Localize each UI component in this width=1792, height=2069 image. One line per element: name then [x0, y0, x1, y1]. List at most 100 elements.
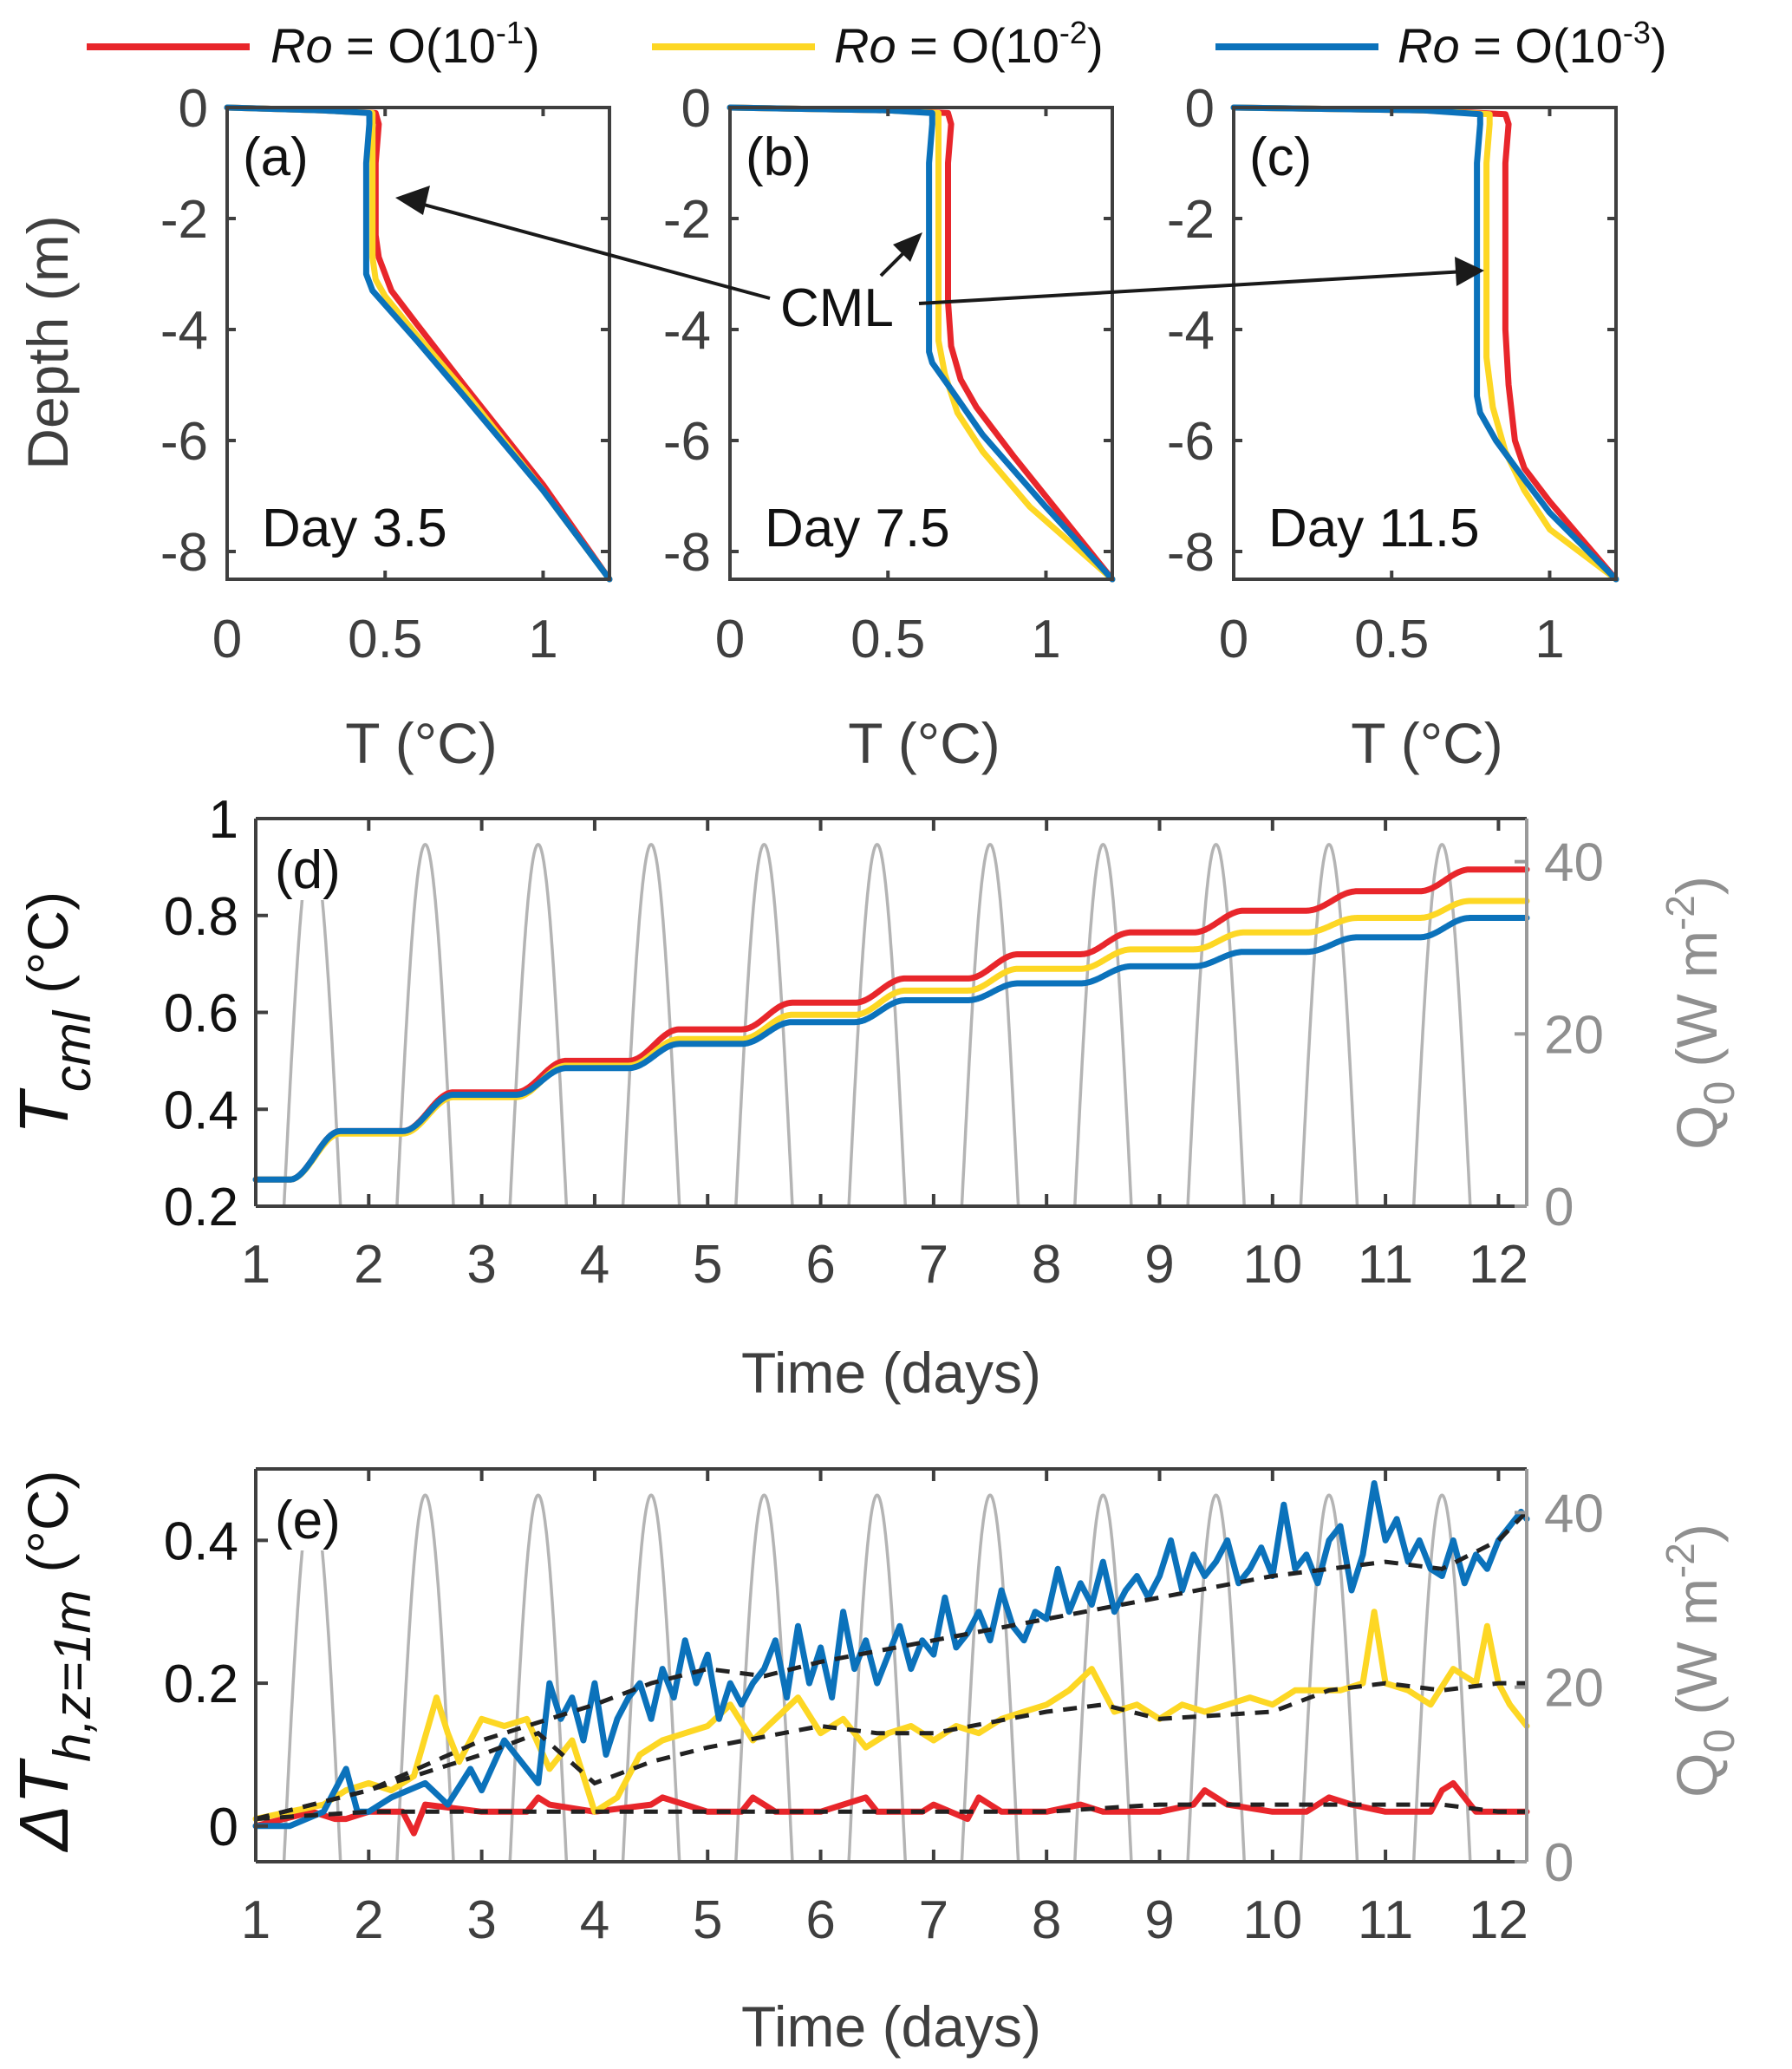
panel-d-label: (d) [275, 840, 341, 900]
panel-e-xtick-label: 7 [919, 1890, 948, 1950]
panel-e-y2tick-label: 20 [1544, 1659, 1604, 1719]
panel-d-xtick-label: 10 [1242, 1235, 1302, 1295]
panel-e-xtick-label: 10 [1242, 1890, 1302, 1950]
panel-c-ytick-label: -4 [1167, 301, 1215, 361]
panel-a-xtick-label: 0 [212, 610, 242, 669]
panel-d-xtick-label: 12 [1469, 1235, 1528, 1295]
panel-b: 0 0.5 1 0 -2 -4 -6 -8 (b) Day 7.5 [663, 79, 1116, 669]
panel-d-xtick-label: 2 [354, 1235, 383, 1295]
panel-a-ytick-label: -8 [160, 523, 208, 583]
panel-b-xlabel: T (°C) [848, 711, 1000, 775]
panel-e-ytick-label: 0.2 [164, 1655, 238, 1714]
panel-d-ytick-label: 0.4 [164, 1080, 238, 1140]
panel-e-label: (e) [275, 1491, 341, 1550]
panel-d-xtick-label: 3 [466, 1235, 496, 1295]
panel-e-xtick-label: 11 [1358, 1890, 1413, 1950]
panel-d-y2label: Q0(W m-2) [1658, 876, 1743, 1150]
panel-e-xtick-label: 1 [241, 1890, 270, 1950]
panel-e-series-ro1 [252, 1779, 1530, 1837]
panel-b-xtick-label: 0 [715, 610, 745, 669]
panel-d-xtick-label: 11 [1358, 1235, 1413, 1295]
panel-d-ytick-label: 1 [209, 790, 238, 850]
panel-a-axes-box [225, 106, 611, 581]
legend-entry-ro3: Ro = O(10-3) [1215, 15, 1667, 73]
panel-d-xtick-label: 8 [1032, 1235, 1061, 1295]
panel-c-xtick-label: 0 [1219, 610, 1248, 669]
panel-d-y2tick-label: 20 [1544, 1005, 1604, 1065]
panel-b-ytick-label: -4 [663, 301, 711, 361]
panel-d-xtick-label: 9 [1144, 1235, 1174, 1295]
panel-a-ylabel: Depth (m) [16, 215, 80, 469]
panel-e-label-bg [271, 1485, 349, 1550]
legend-entry-ro1: Ro = O(10-1) [87, 15, 540, 73]
panel-a-xtick-label: 1 [528, 610, 557, 669]
panel-e-xtick-label: 9 [1144, 1890, 1174, 1950]
panel-b-axes-box [728, 106, 1114, 581]
panel-e-xtick-label: 8 [1032, 1890, 1061, 1950]
legend-label-ro2: Ro = O(10-2) [834, 15, 1104, 73]
panel-a-label: (a) [243, 127, 309, 187]
panel-c-ytick-label: -2 [1167, 190, 1215, 250]
panel-d-ytick-label: 0.6 [164, 984, 238, 1044]
legend-entry-ro2: Ro = O(10-2) [652, 15, 1104, 73]
panel-d-ylabel: Tcml(°C) [5, 891, 101, 1134]
panel-d-xtick-label: 5 [693, 1235, 722, 1295]
panel-e-smoothed-ro3 [255, 1510, 1528, 1822]
panel-e-smoothed-ro1 [255, 1802, 1527, 1822]
panel-e-xtick-label: 5 [693, 1890, 722, 1950]
panel-d-xlabel: Time (days) [741, 1341, 1041, 1405]
panel-e-y2label: Q0(W m-2) [1658, 1524, 1743, 1798]
panel-b-day-label: Day 7.5 [765, 499, 950, 558]
panel-d-xtick-label: 7 [919, 1235, 948, 1295]
panel-b-xtick-label: 1 [1031, 610, 1060, 669]
panel-e-ylabel: ΔTh,z=1m(°C) [5, 1471, 101, 1853]
panel-a-ytick-label: -6 [160, 412, 208, 472]
panel-a-series-ro3 [224, 104, 613, 583]
panel-a-xlabel: T (°C) [345, 711, 497, 775]
panel-c-xlabel: T (°C) [1351, 711, 1502, 775]
panel-c-series-ro3 [1230, 104, 1619, 583]
panel-d-series-ro1 [252, 866, 1530, 1183]
panel-d-xtick-label: 1 [241, 1235, 270, 1295]
cml-arrowhead-c [1455, 257, 1484, 286]
panel-e-series-ro3 [252, 1480, 1530, 1830]
panel-d-xtick-label: 6 [805, 1235, 835, 1295]
panel-e-smoothed-ro2 [255, 1681, 1527, 1822]
legend-label-ro3: Ro = O(10-3) [1398, 15, 1667, 73]
panel-c: 0 0.5 1 0 -2 -4 -6 -8 (c) Day 11.5 [1167, 79, 1619, 669]
panel-e-xtick-label: 4 [580, 1890, 609, 1950]
panel-b-label: (b) [746, 127, 811, 187]
panel-d-ytick-label: 0.2 [164, 1178, 238, 1237]
cml-arrow-c [918, 270, 1466, 305]
cml-label: CML [780, 278, 894, 338]
panel-c-label: (c) [1249, 127, 1312, 187]
panel-b-ytick-label: -2 [663, 190, 711, 250]
legend: Ro = O(10-1) Ro = O(10-2) Ro = O(10-3) [87, 15, 1667, 73]
panel-d-label-bg [271, 834, 349, 900]
panel-d-y2tick-label: 40 [1544, 833, 1604, 893]
panel-b-ytick-label: 0 [681, 79, 711, 139]
panel-e-xtick-label: 12 [1469, 1890, 1528, 1950]
panel-c-ytick-label: -8 [1167, 523, 1215, 583]
panel-e-xtick-label: 2 [354, 1890, 383, 1950]
panel-e-xtick-label: 3 [466, 1890, 496, 1950]
panel-d-ytick-label: 0.8 [164, 887, 238, 947]
panel-d-xtick-label: 4 [580, 1235, 609, 1295]
panel-e-y2tick-label: 0 [1544, 1833, 1574, 1893]
panel-d-series-ro3 [252, 915, 1530, 1183]
cml-annotation: CML [395, 186, 1484, 338]
panel-e-xtick-label: 6 [805, 1890, 835, 1950]
panel-b-series-ro3 [727, 104, 1116, 583]
cml-arrow-a [414, 200, 771, 300]
panel-b-ytick-label: -8 [663, 523, 711, 583]
panel-a: 0 0.5 1 0 -2 -4 -6 -8 (a) Day 3.5 [160, 79, 613, 669]
panel-a-day-label: Day 3.5 [262, 499, 447, 558]
cml-arrowhead-a [395, 186, 430, 215]
panel-a-ytick-label: 0 [179, 79, 208, 139]
legend-label-ro1: Ro = O(10-1) [270, 15, 540, 73]
panel-a-xtick-label: 0.5 [348, 610, 422, 669]
panel-c-ytick-label: 0 [1185, 79, 1215, 139]
